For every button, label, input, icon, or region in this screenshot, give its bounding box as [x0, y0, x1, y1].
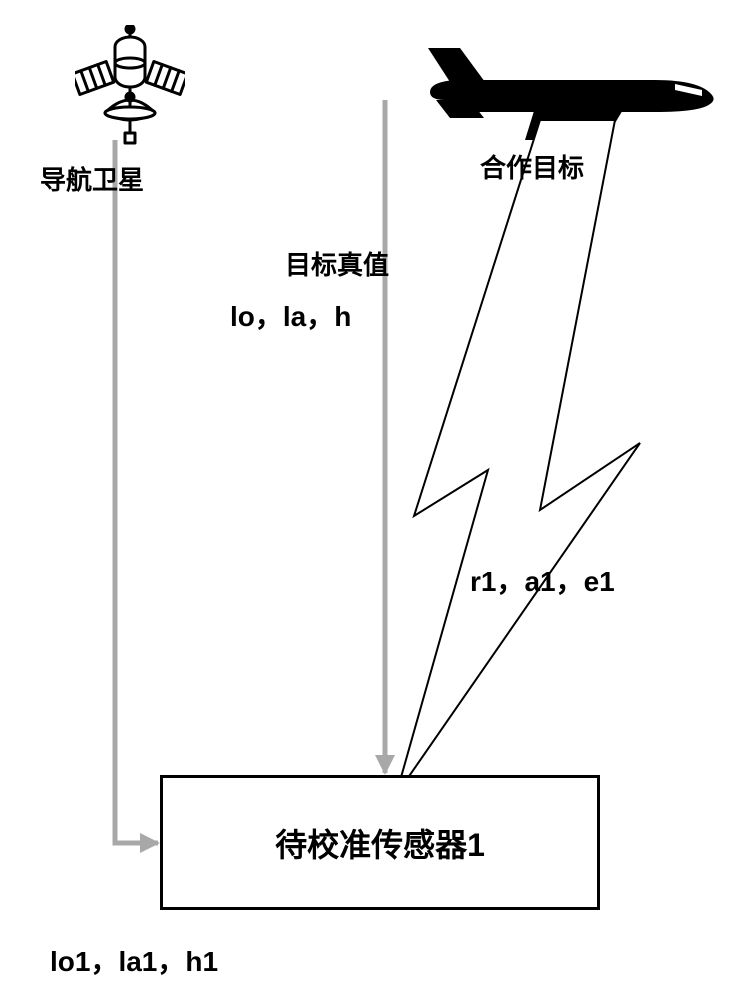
radar-zigzag-icon: [396, 120, 640, 795]
sat-arrowhead-icon: [140, 833, 160, 853]
sensor-box: 待校准传感器1: [160, 775, 600, 910]
truth-vars-label: lo，la，h: [230, 295, 351, 335]
truth-arrowhead-icon: [375, 755, 395, 775]
aircraft-label: 合作目标: [480, 148, 584, 185]
truth-title-label: 目标真值: [285, 245, 389, 282]
satellite-label: 导航卫星: [40, 160, 144, 197]
obs-vars-label: r1，a1，e1: [470, 560, 615, 600]
sensor-vars-label: lo1，la1，h1: [50, 940, 218, 980]
sensor-box-label: 待校准传感器1: [275, 820, 485, 866]
sat-to-sensor-line: [115, 140, 158, 843]
aircraft-icon: [420, 40, 720, 145]
satellite-icon: [75, 25, 185, 145]
diagram-stage: 导航卫星 合作目标 目标真值 lo，la，h r1，a1，e1 待校准传感器1 …: [0, 0, 750, 1000]
